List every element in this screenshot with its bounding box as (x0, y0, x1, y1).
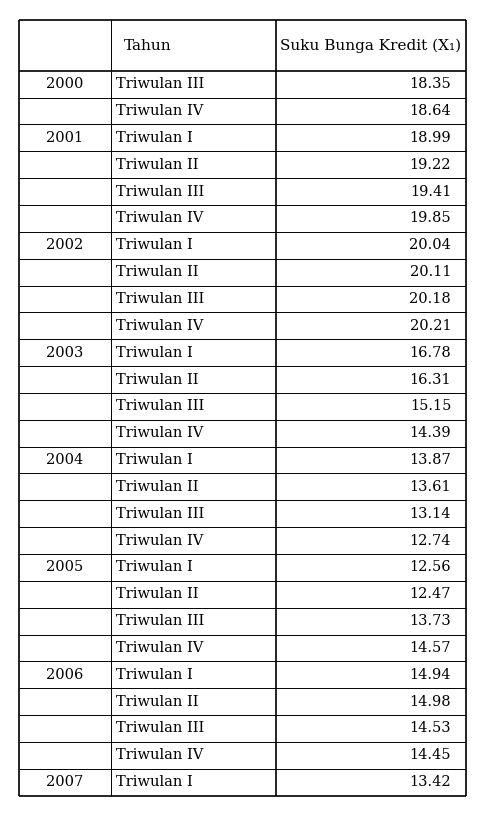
Text: 19.41: 19.41 (410, 184, 451, 198)
Text: 2002: 2002 (47, 238, 84, 252)
Text: Triwulan I: Triwulan I (117, 561, 193, 574)
Text: 18.99: 18.99 (409, 131, 451, 145)
Text: Triwulan I: Triwulan I (117, 131, 193, 145)
Text: 20.04: 20.04 (409, 238, 451, 252)
Text: Triwulan I: Triwulan I (117, 453, 193, 467)
Text: Triwulan II: Triwulan II (117, 588, 199, 601)
Text: 16.31: 16.31 (409, 373, 451, 387)
Text: Triwulan II: Triwulan II (117, 157, 199, 171)
Text: 13.87: 13.87 (409, 453, 451, 467)
Text: 13.73: 13.73 (409, 614, 451, 628)
Text: 2005: 2005 (47, 561, 84, 574)
Text: Triwulan IV: Triwulan IV (117, 104, 204, 118)
Text: 15.15: 15.15 (410, 399, 451, 414)
Text: Triwulan II: Triwulan II (117, 373, 199, 387)
Text: 2007: 2007 (47, 775, 84, 789)
Text: Suku Bunga Kredit (X₁): Suku Bunga Kredit (X₁) (280, 38, 461, 53)
Text: Triwulan III: Triwulan III (117, 614, 205, 628)
Text: 20.18: 20.18 (409, 292, 451, 306)
Text: Triwulan II: Triwulan II (117, 694, 199, 708)
Text: 20.11: 20.11 (410, 265, 451, 279)
Text: Triwulan III: Triwulan III (117, 184, 205, 198)
Text: 2006: 2006 (46, 667, 84, 682)
Text: 14.45: 14.45 (410, 748, 451, 762)
Text: 12.47: 12.47 (410, 588, 451, 601)
Text: Triwulan IV: Triwulan IV (117, 211, 204, 225)
Text: Triwulan III: Triwulan III (117, 399, 205, 414)
Text: Triwulan III: Triwulan III (117, 292, 205, 306)
Text: Triwulan III: Triwulan III (117, 721, 205, 735)
Text: 18.64: 18.64 (409, 104, 451, 118)
Text: 13.14: 13.14 (410, 507, 451, 521)
Text: Triwulan I: Triwulan I (117, 238, 193, 252)
Text: Triwulan I: Triwulan I (117, 775, 193, 789)
Text: Triwulan II: Triwulan II (117, 480, 199, 494)
Text: Triwulan III: Triwulan III (117, 78, 205, 91)
Text: Triwulan II: Triwulan II (117, 265, 199, 279)
Text: 2004: 2004 (47, 453, 84, 467)
Text: 19.85: 19.85 (409, 211, 451, 225)
Text: 19.22: 19.22 (410, 157, 451, 171)
Text: Triwulan III: Triwulan III (117, 507, 205, 521)
Text: 13.42: 13.42 (409, 775, 451, 789)
Text: Triwulan IV: Triwulan IV (117, 748, 204, 762)
Text: 14.94: 14.94 (410, 667, 451, 682)
Text: Triwulan IV: Triwulan IV (117, 426, 204, 440)
Text: 13.61: 13.61 (409, 480, 451, 494)
Text: 2003: 2003 (46, 346, 84, 360)
Text: 2000: 2000 (46, 78, 84, 91)
Text: Triwulan I: Triwulan I (117, 667, 193, 682)
Text: Tahun: Tahun (124, 38, 171, 52)
Text: 14.53: 14.53 (409, 721, 451, 735)
Text: 16.78: 16.78 (409, 346, 451, 360)
Text: Triwulan IV: Triwulan IV (117, 641, 204, 655)
Text: 12.56: 12.56 (409, 561, 451, 574)
Text: 14.57: 14.57 (410, 641, 451, 655)
Text: Triwulan IV: Triwulan IV (117, 319, 204, 333)
Text: 12.74: 12.74 (410, 534, 451, 548)
Text: 14.39: 14.39 (409, 426, 451, 440)
Text: Triwulan I: Triwulan I (117, 346, 193, 360)
Text: Triwulan IV: Triwulan IV (117, 534, 204, 548)
Text: 18.35: 18.35 (409, 78, 451, 91)
Text: 14.98: 14.98 (409, 694, 451, 708)
Text: 2001: 2001 (47, 131, 84, 145)
Text: 20.21: 20.21 (409, 319, 451, 333)
